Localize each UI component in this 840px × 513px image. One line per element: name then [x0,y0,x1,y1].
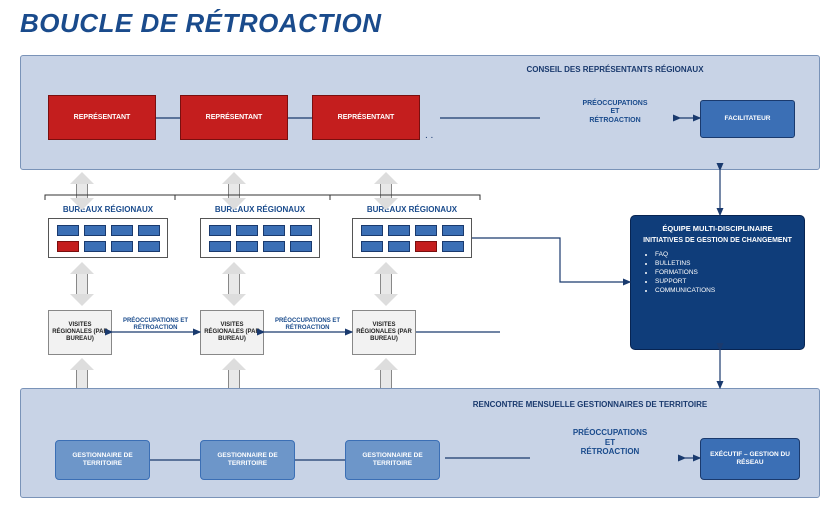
gestionnaire-box-2: GESTIONNAIRE DE TERRITOIRE [200,440,295,480]
bureau-cell [138,225,160,236]
equipe-item: FORMATIONS [655,268,794,277]
bureau-cell [290,241,312,252]
bureau-cell [263,225,285,236]
bureau-cell [361,225,383,236]
bureau-title: BUREAUX RÉGIONAUX [201,205,319,214]
executif-box: EXÉCUTIF – GESTION DU RÉSEAU [700,438,800,480]
bureau-cell [290,225,312,236]
bureau-title: BUREAUX RÉGIONAUX [49,205,167,214]
equipe-item: BULLETINS [655,259,794,268]
label-line: RÉTROACTION [581,447,640,456]
bureau-cell [84,241,106,252]
bureau-cell [415,225,437,236]
visite-box-3: VISITES RÉGIONALES (PAR BUREAU) [352,310,416,355]
bureau-cell [57,225,79,236]
bottom-preocc-label: PRÉOCCUPATIONS ET RÉTROACTION [540,428,680,457]
label-line: ET [611,108,620,115]
equipe-box: ÉQUIPE MULTI-DISCIPLINAIRE INITIATIVES D… [630,215,805,350]
equipe-list: FAQ BULLETINS FORMATIONS SUPPORT COMMUNI… [641,250,794,295]
bureau-cell [209,225,231,236]
representant-box-2: REPRÉSENTANT [180,95,288,140]
bureau-cell-active [57,241,79,252]
executif-label: EXÉCUTIF – GESTION DU RÉSEAU [703,451,797,467]
equipe-item: FAQ [655,250,794,259]
top-preocc-label: PRÉOCCUPATIONS ET RÉTROACTION [555,100,675,125]
bureau-cell [209,241,231,252]
representant-box-3: REPRÉSENTANT [312,95,420,140]
bidir-arrow-mid-2 [222,262,246,306]
bureau-cell-active [415,241,437,252]
facilitateur-box: FACILITATEUR [700,100,795,138]
bidir-arrow-top-2 [222,172,246,210]
bureau-cell [138,241,160,252]
label-line: RÉTROACTION [589,117,640,124]
bureau-cell [361,241,383,252]
bidir-arrow-top-3 [374,172,398,210]
bidir-arrow-mid-3 [374,262,398,306]
visite-box-2: VISITES RÉGIONALES (PAR BUREAU) [200,310,264,355]
bureau-cell [111,225,133,236]
header-rencontre: RENCONTRE MENSUELLE GESTIONNAIRES DE TER… [450,400,730,409]
visite-box-1: VISITES RÉGIONALES (PAR BUREAU) [48,310,112,355]
gestionnaire-box-3: GESTIONNAIRE DE TERRITOIRE [345,440,440,480]
bureau-cell [236,241,258,252]
bidir-arrow-top-1 [70,172,94,210]
equipe-item: SUPPORT [655,277,794,286]
bureau-group-1: BUREAUX RÉGIONAUX [48,218,168,258]
bureau-cell [84,225,106,236]
representant-box-1: REPRÉSENTANT [48,95,156,140]
bureau-cell [236,225,258,236]
equipe-item: COMMUNICATIONS [655,286,794,295]
preocc-label-1: PRÉOCCUPATIONS ET RÉTROACTION [118,318,193,332]
preocc-label-2: PRÉOCCUPATIONS ET RÉTROACTION [270,318,345,332]
label-line: PRÉOCCUPATIONS [573,428,647,437]
header-conseil: CONSEIL DES REPRÉSENTANTS RÉGIONAUX [500,65,730,74]
bureau-title: BUREAUX RÉGIONAUX [353,205,471,214]
bureau-cell [442,241,464,252]
bureau-cell [442,225,464,236]
ellipsis-reps: . . [425,130,433,141]
equipe-title: ÉQUIPE MULTI-DISCIPLINAIRE [641,224,794,233]
bureau-cell [111,241,133,252]
label-line: PRÉOCCUPATIONS [582,100,647,107]
bureau-cell [263,241,285,252]
bureau-group-2: BUREAUX RÉGIONAUX [200,218,320,258]
page-title: BOUCLE DE RÉTROACTION [20,8,382,39]
bureau-group-3: BUREAUX RÉGIONAUX [352,218,472,258]
bureau-cell [388,225,410,236]
gestionnaire-box-1: GESTIONNAIRE DE TERRITOIRE [55,440,150,480]
bureau-cell [388,241,410,252]
equipe-subtitle: INITIATIVES DE GESTION DE CHANGEMENT [641,237,794,244]
label-line: ET [605,438,615,447]
bidir-arrow-mid-1 [70,262,94,306]
